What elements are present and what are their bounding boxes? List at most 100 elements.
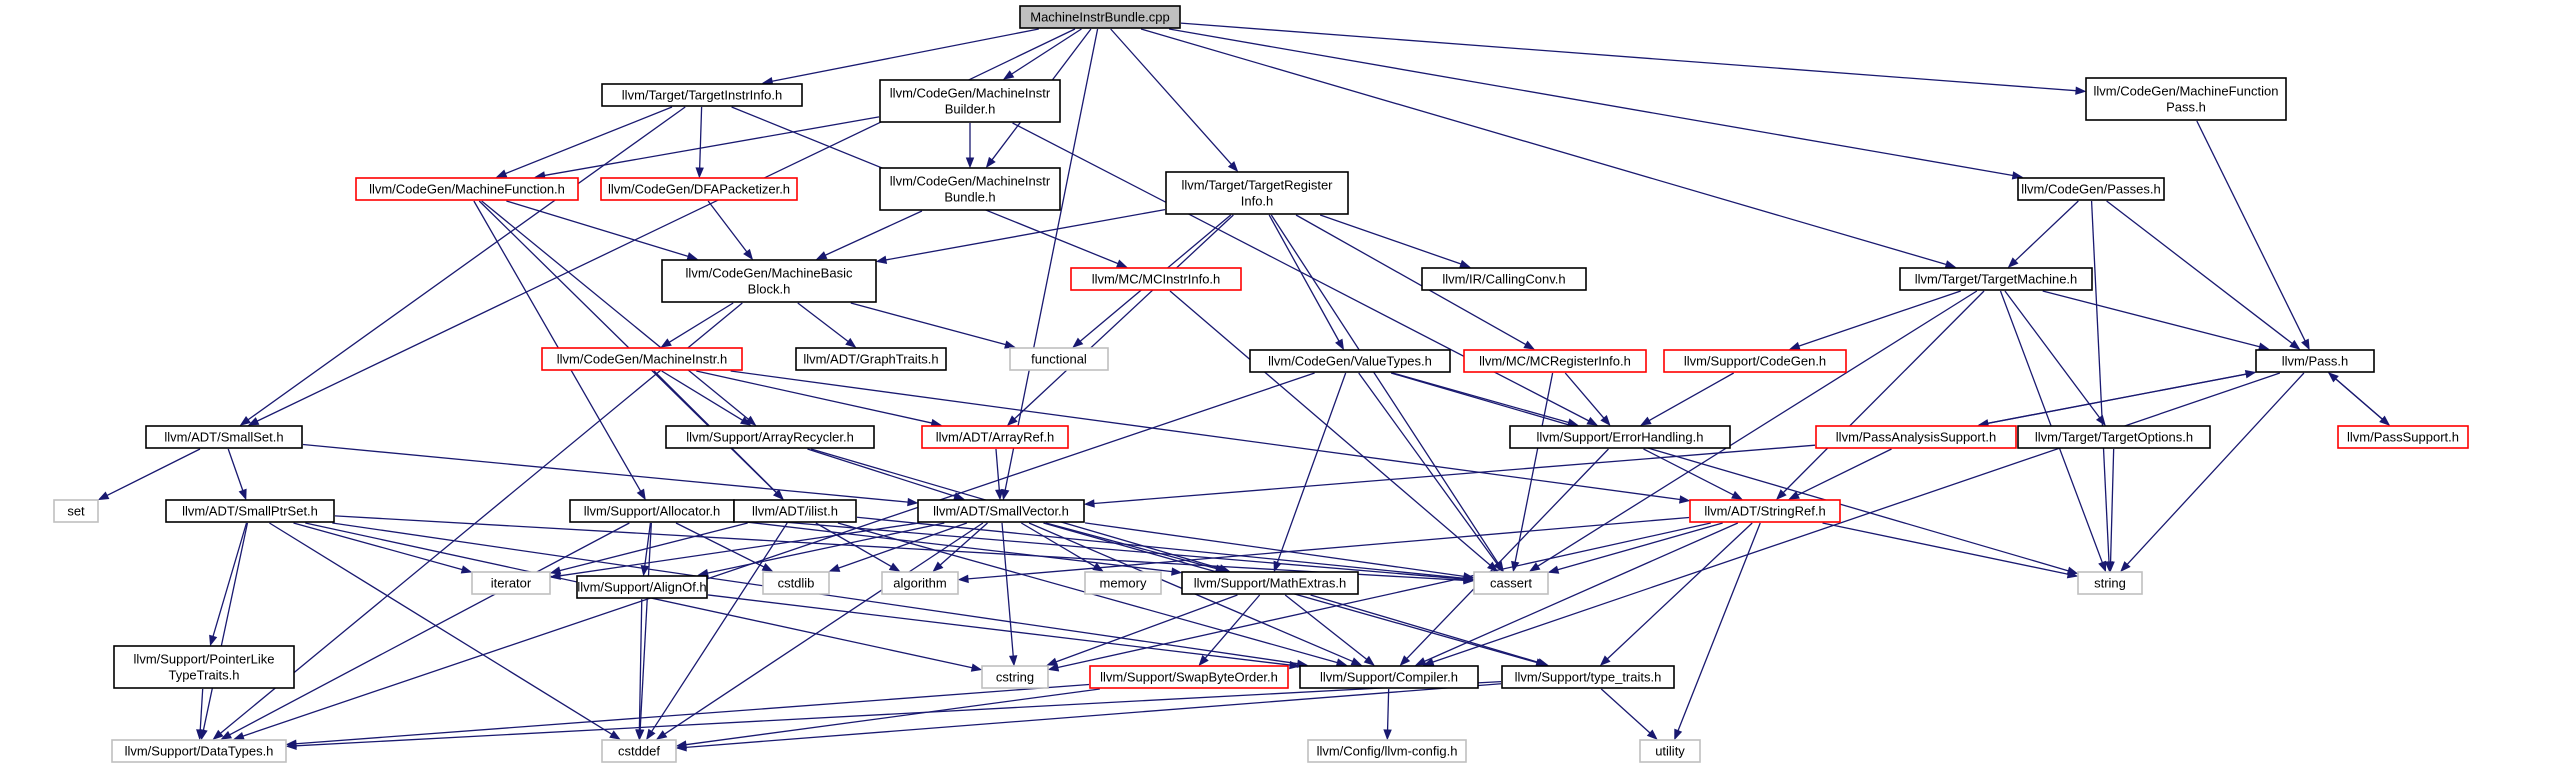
node-box[interactable] [762,571,830,595]
node-datatypes[interactable]: llvm/Support/DataTypes.h [111,739,287,763]
node-box[interactable] [2017,177,2165,201]
node-swapbyteorder[interactable]: llvm/Support/SwapByteOrder.h [1089,665,1289,689]
node-box[interactable] [1165,171,1349,215]
node-box[interactable] [2337,425,2469,449]
node-box[interactable] [921,425,1069,449]
node-set[interactable]: set [53,499,99,523]
node-box[interactable] [2255,349,2375,373]
node-box[interactable] [1663,349,1847,373]
node-box[interactable] [471,571,551,595]
node-string[interactable]: string [2077,571,2143,595]
node-mcinstrinfo[interactable]: llvm/MC/MCInstrInfo.h [1070,267,1242,291]
node-alignof[interactable]: llvm/Support/AlignOf.h [576,575,708,599]
node-box[interactable] [2077,571,2143,595]
node-arrayrecycler[interactable]: llvm/Support/ArrayRecycler.h [665,425,875,449]
node-box[interactable] [733,499,857,523]
node-iterator[interactable]: iterator [471,571,551,595]
node-targetoptions[interactable]: llvm/Target/TargetOptions.h [2017,425,2211,449]
node-box[interactable] [1689,499,1841,523]
node-box[interactable] [601,739,677,763]
node-box[interactable] [1299,665,1479,689]
node-box[interactable] [145,425,303,449]
node-smallvector[interactable]: llvm/ADT/SmallVector.h [917,499,1085,523]
node-box[interactable] [1070,267,1242,291]
node-box[interactable] [881,571,959,595]
node-typetraits[interactable]: llvm/Support/type_traits.h [1501,665,1675,689]
node-box[interactable] [981,665,1049,689]
node-box[interactable] [1509,425,1731,449]
node-box[interactable] [165,499,335,523]
node-box[interactable] [1421,267,1587,291]
node-errorhandling[interactable]: llvm/Support/ErrorHandling.h [1509,425,1731,449]
node-box[interactable] [541,347,743,371]
node-root[interactable]: MachineInstrBundle.cpp [1019,5,1181,29]
node-box[interactable] [1249,349,1451,373]
node-algorithm[interactable]: algorithm [881,571,959,595]
node-pass[interactable]: llvm/Pass.h [2255,349,2375,373]
node-mcreginfo[interactable]: llvm/MC/MCRegisterInfo.h [1463,349,1647,373]
node-targetinstrinfo[interactable]: llvm/Target/TargetInstrInfo.h [601,83,803,107]
node-passsupport[interactable]: llvm/PassSupport.h [2337,425,2469,449]
node-cstring[interactable]: cstring [981,665,1049,689]
node-box[interactable] [576,575,708,599]
node-dfapacketizer[interactable]: llvm/CodeGen/DFAPacketizer.h [600,177,798,201]
node-cassert[interactable]: cassert [1473,571,1549,595]
node-box[interactable] [1009,347,1109,371]
node-cstdlib[interactable]: cstdlib [762,571,830,595]
node-smallptrset[interactable]: llvm/ADT/SmallPtrSet.h [165,499,335,523]
node-box[interactable] [665,425,875,449]
node-box[interactable] [2085,77,2287,121]
node-box[interactable] [1084,571,1162,595]
node-utility[interactable]: utility [1639,739,1701,763]
node-box[interactable] [1815,425,2017,449]
node-box[interactable] [2017,425,2211,449]
node-box[interactable] [795,347,947,371]
node-allocator[interactable]: llvm/Support/Allocator.h [569,499,735,523]
node-box[interactable] [661,259,877,303]
node-compiler[interactable]: llvm/Support/Compiler.h [1299,665,1479,689]
node-box[interactable] [1463,349,1647,373]
node-stringref[interactable]: llvm/ADT/StringRef.h [1689,499,1841,523]
node-valuetypes[interactable]: llvm/CodeGen/ValueTypes.h [1249,349,1451,373]
node-box[interactable] [113,645,295,689]
node-ilist[interactable]: llvm/ADT/ilist.h [733,499,857,523]
node-cstddef[interactable]: cstddef [601,739,677,763]
node-box[interactable] [355,177,579,201]
node-box[interactable] [1501,665,1675,689]
node-box[interactable] [53,499,99,523]
node-functional[interactable]: functional [1009,347,1109,371]
node-box[interactable] [601,83,803,107]
node-smallset[interactable]: llvm/ADT/SmallSet.h [145,425,303,449]
node-box[interactable] [879,79,1061,123]
node-box[interactable] [600,177,798,201]
node-box[interactable] [1307,739,1467,763]
node-box[interactable] [1181,571,1359,595]
node-box[interactable] [879,167,1061,211]
node-passes[interactable]: llvm/CodeGen/Passes.h [2017,177,2165,201]
node-machinefunction[interactable]: llvm/CodeGen/MachineFunction.h [355,177,579,201]
edge-arrowhead [1350,657,1363,666]
node-graphtraits[interactable]: llvm/ADT/GraphTraits.h [795,347,947,371]
node-box[interactable] [111,739,287,763]
node-targetmachine[interactable]: llvm/Target/TargetMachine.h [1899,267,2093,291]
node-arrayref[interactable]: llvm/ADT/ArrayRef.h [921,425,1069,449]
node-box[interactable] [917,499,1085,523]
node-mathextras[interactable]: llvm/Support/MathExtras.h [1181,571,1359,595]
node-box[interactable] [1899,267,2093,291]
node-box[interactable] [1019,5,1181,29]
node-codegen[interactable]: llvm/Support/CodeGen.h [1663,349,1847,373]
node-box[interactable] [1639,739,1701,763]
node-callingconv[interactable]: llvm/IR/CallingConv.h [1421,267,1587,291]
node-memory[interactable]: memory [1084,571,1162,595]
node-box[interactable] [1473,571,1549,595]
node-box[interactable] [1089,665,1289,689]
node-passanalysis[interactable]: llvm/PassAnalysisSupport.h [1815,425,2017,449]
node-llvmconfig[interactable]: llvm/Config/llvm-config.h [1307,739,1467,763]
node-machineinstr[interactable]: llvm/CodeGen/MachineInstr.h [541,347,743,371]
node-mibundle[interactable]: llvm/CodeGen/MachineInstrBundle.h [879,167,1061,211]
